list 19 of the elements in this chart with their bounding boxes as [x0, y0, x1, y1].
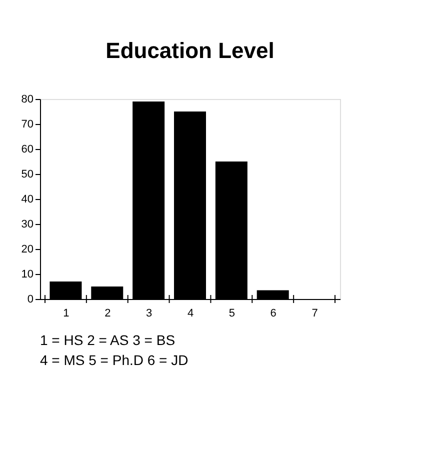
- y-tick-label: 50: [21, 168, 34, 180]
- x-tick-label: 4: [187, 308, 194, 320]
- text: 4 = MS 5 = Ph.D 6 = JD: [40, 352, 188, 368]
- y-tick-label: 30: [21, 218, 34, 230]
- y-tick-label: 20: [21, 244, 34, 256]
- x-tick-label: 6: [270, 308, 276, 320]
- y-tick-label: 0: [27, 294, 34, 306]
- y-tick-label: 60: [21, 144, 34, 156]
- y-tick-label: 40: [21, 194, 34, 206]
- x-tick-label: 5: [228, 308, 235, 320]
- y-tick-label: 80: [21, 94, 34, 106]
- x-tick-label: 2: [104, 308, 111, 320]
- y-tick-label: 10: [21, 268, 34, 280]
- y-tick-label: 70: [21, 118, 34, 130]
- text: 1 = HS 2 = AS 3 = BS: [40, 332, 176, 348]
- x-tick-label: 3: [146, 308, 152, 320]
- x-tick-label: 7: [312, 308, 318, 320]
- chart-title: Education Level: [106, 38, 274, 63]
- x-tick-label: 1: [63, 308, 70, 320]
